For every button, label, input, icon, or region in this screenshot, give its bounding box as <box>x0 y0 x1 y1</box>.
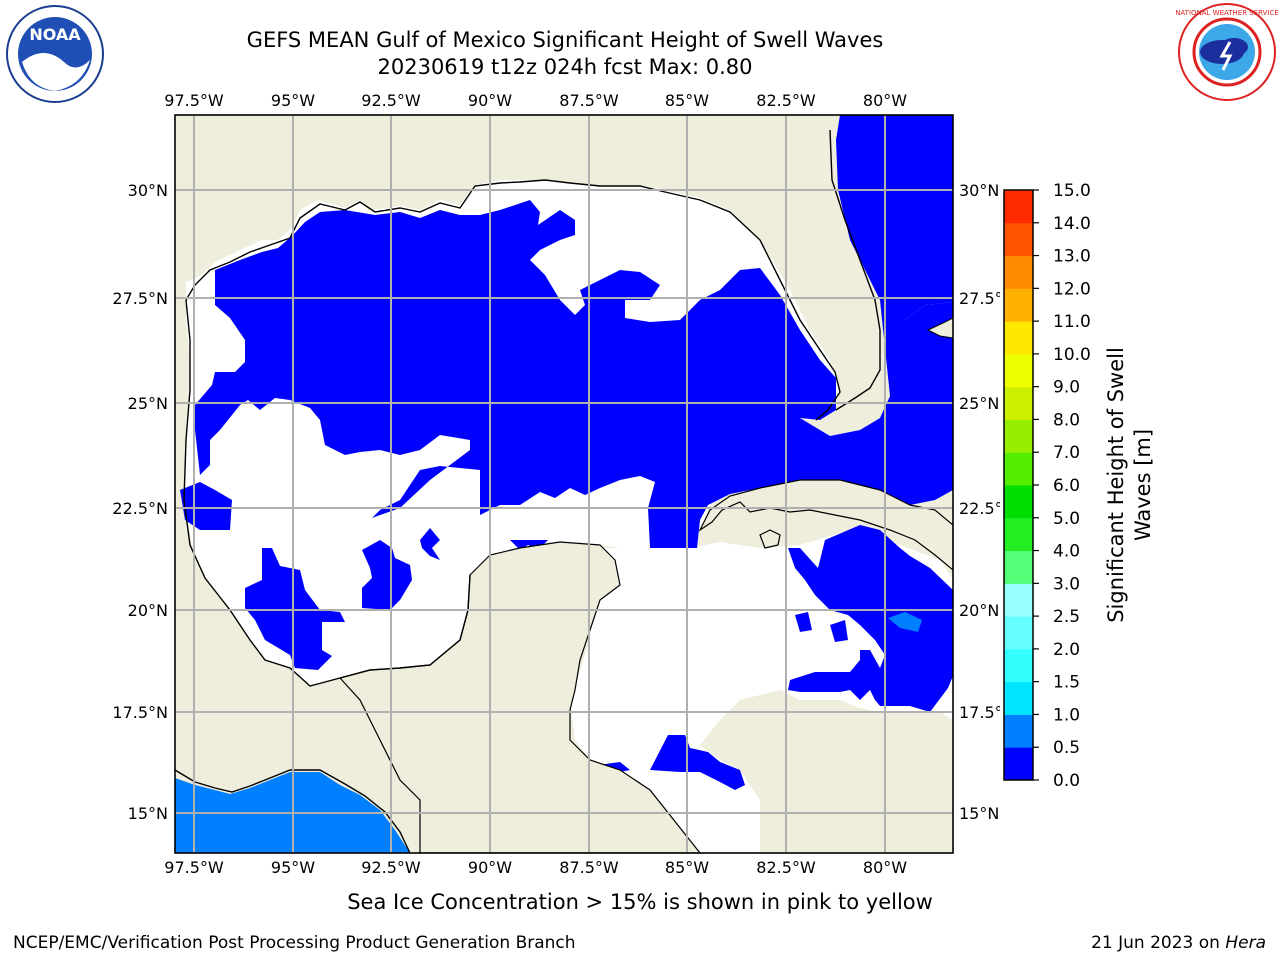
colorbar-swatch <box>1004 419 1033 452</box>
colorbar-tick-label: 12.0 <box>1053 279 1091 299</box>
sea-ice-note-text: Sea Ice Concentration > 15% is shown in … <box>347 890 933 914</box>
colorbar-tick-label: 5.0 <box>1053 509 1080 529</box>
colorbar-title-line1: Significant Height of Swell <box>1104 347 1128 623</box>
colorbar-tick-label: 0.0 <box>1053 771 1080 791</box>
lat-label-left: 15°N <box>128 804 168 823</box>
colorbar-tick-label: 15.0 <box>1053 181 1091 201</box>
lat-label-left: 22.5°N <box>112 499 168 518</box>
footer-credit: NCEP/EMC/Verification Post Processing Pr… <box>13 933 576 953</box>
colorbar-swatch <box>1004 321 1033 354</box>
colorbar-tick-label: 0.5 <box>1053 738 1080 758</box>
lon-label-top: 97.5°W <box>164 91 224 110</box>
colorbar-swatch <box>1004 485 1033 518</box>
lon-label-bottom: 85°W <box>665 858 709 877</box>
colorbar-swatch <box>1004 714 1033 747</box>
colorbar-tick-label: 1.5 <box>1053 673 1080 693</box>
lon-label-top: 92.5°W <box>361 91 421 110</box>
lon-label-bottom: 87.5°W <box>559 858 619 877</box>
lat-label-left: 20°N <box>128 601 168 620</box>
colorbar-swatch <box>1004 616 1033 649</box>
lon-label-top: 82.5°W <box>756 91 816 110</box>
lat-label-right: 30°N <box>959 181 999 200</box>
lon-label-top: 95°W <box>271 91 315 110</box>
footer-date-text: 21 Jun 2023 on <box>1091 933 1220 953</box>
colorbar-swatch <box>1004 649 1033 682</box>
lon-label-bottom: 95°W <box>271 858 315 877</box>
colorbar-tick-label: 14.0 <box>1053 214 1091 234</box>
lat-label-right: 15°N <box>959 804 999 823</box>
lat-label-right: 25°N <box>959 394 999 413</box>
colorbar-tick-label: 13.0 <box>1053 247 1091 267</box>
lon-label-bottom: 92.5°W <box>361 858 421 877</box>
colorbar-tick-label: 11.0 <box>1053 312 1091 332</box>
colorbar-tick-label: 2.0 <box>1053 640 1080 660</box>
colorbar-swatch <box>1004 747 1033 780</box>
colorbar: 0.0 0.5 1.0 1.5 2.0 2.5 3.0 4.0 5.0 6.0 7.0 8.0 9.0 1… <box>1000 181 1155 791</box>
lat-label-left: 30°N <box>128 181 168 200</box>
lat-label-right: 20°N <box>959 601 999 620</box>
colorbar-tick-label: 7.0 <box>1053 443 1080 463</box>
colorbar-ticks: 0.0 0.5 1.0 1.5 2.0 2.5 3.0 4.0 5.0 6.0 7.0 8.0 9.0 1… <box>1033 181 1091 791</box>
colorbar-swatch <box>1004 387 1033 420</box>
lon-label-top: 85°W <box>665 91 709 110</box>
left-lat-labels: 30°N 27.5°N 25°N 22.5°N 20°N 17.5°N 15°N <box>112 181 168 823</box>
lat-label-left: 25°N <box>128 394 168 413</box>
lon-label-bottom: 90°W <box>468 858 512 877</box>
colorbar-tick-label: 1.0 <box>1053 705 1080 725</box>
map-area <box>175 115 953 853</box>
colorbar-swatches <box>1004 190 1033 781</box>
lon-label-bottom: 97.5°W <box>164 858 224 877</box>
colorbar-swatch <box>1004 452 1033 485</box>
top-lon-labels: 97.5°W 95°W 92.5°W 90°W 87.5°W 85°W 82.5… <box>164 91 907 110</box>
colorbar-swatch <box>1004 682 1033 715</box>
lon-label-top: 90°W <box>468 91 512 110</box>
colorbar-tick-label: 10.0 <box>1053 345 1091 365</box>
lon-label-top: 80°W <box>863 91 907 110</box>
colorbar-tick-label: 2.5 <box>1053 607 1080 627</box>
lon-label-bottom: 80°W <box>863 858 907 877</box>
footer-host: Hera <box>1225 933 1266 953</box>
colorbar-swatch <box>1004 518 1033 551</box>
bottom-lon-labels: 97.5°W 95°W 92.5°W 90°W 87.5°W 85°W 82.5… <box>164 858 907 877</box>
colorbar-swatch <box>1004 583 1033 616</box>
footer-date: 21 Jun 2023 on Hera <box>1091 933 1266 953</box>
colorbar-tick-label: 4.0 <box>1053 542 1080 562</box>
colorbar-swatch <box>1004 223 1033 256</box>
colorbar-tick-label: 6.0 <box>1053 476 1080 496</box>
colorbar-swatch <box>1004 190 1033 223</box>
colorbar-swatch <box>1004 256 1033 289</box>
colorbar-tick-label: 9.0 <box>1053 378 1080 398</box>
colorbar-swatch <box>1004 551 1033 584</box>
colorbar-tick-label: 3.0 <box>1053 574 1080 594</box>
lon-label-top: 87.5°W <box>559 91 619 110</box>
colorbar-swatch <box>1004 288 1033 321</box>
colorbar-swatch <box>1004 354 1033 387</box>
lon-label-bottom: 82.5°W <box>756 858 816 877</box>
colorbar-tick-label: 8.0 <box>1053 410 1080 430</box>
lat-label-left: 17.5°N <box>112 703 168 722</box>
lat-label-left: 27.5°N <box>112 289 168 308</box>
colorbar-title-line2: Waves [m] <box>1131 429 1155 541</box>
sea-ice-note: Sea Ice Concentration > 15% is shown in … <box>0 890 1280 914</box>
